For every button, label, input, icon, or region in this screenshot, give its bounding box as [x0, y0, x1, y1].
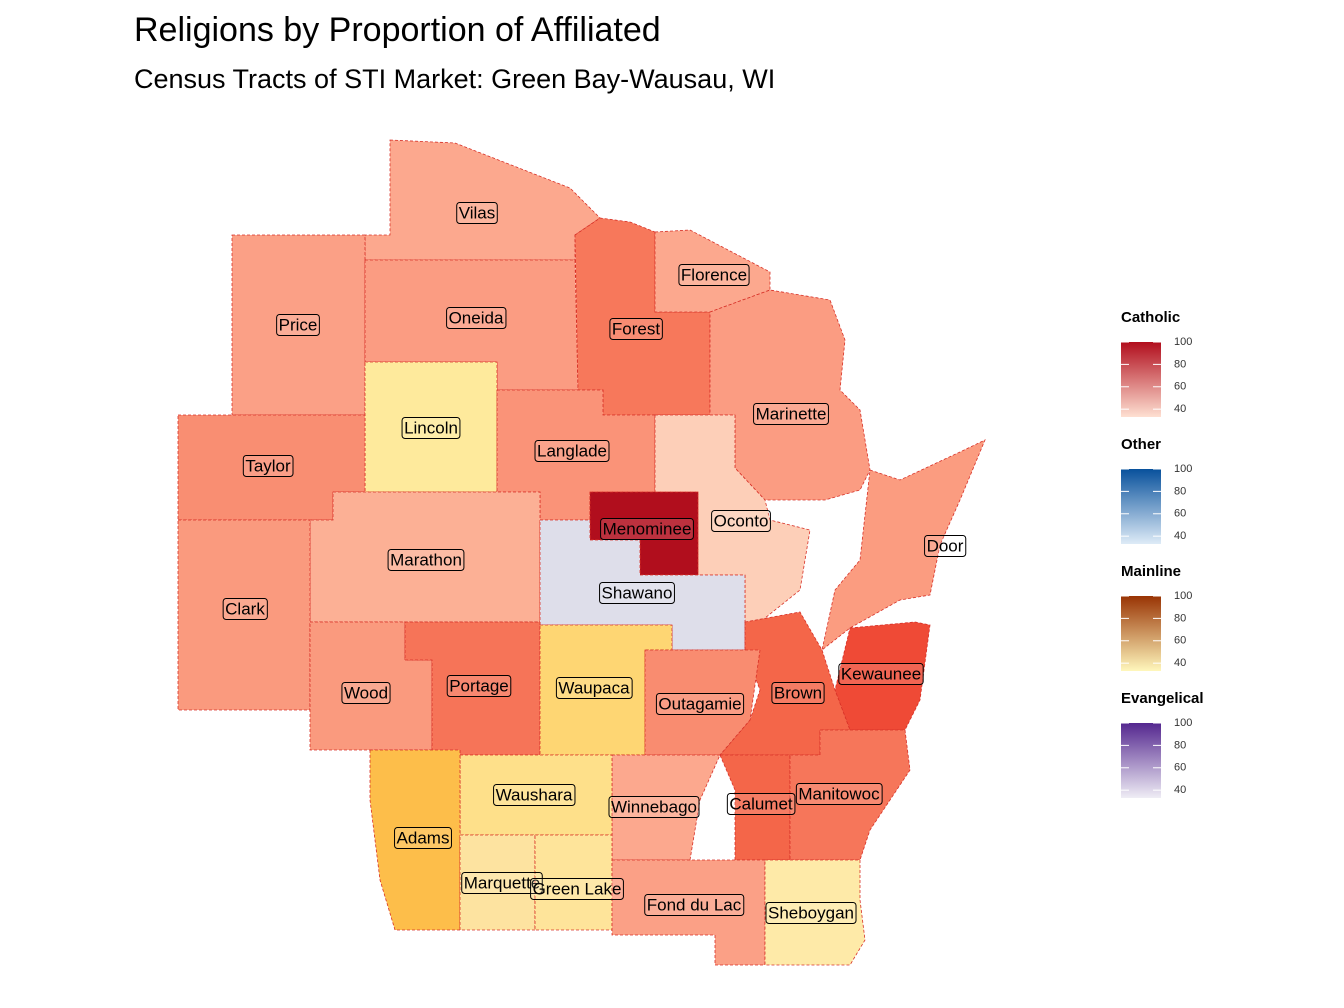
county-label: Waushara [496, 785, 573, 804]
legend-tick-label: 80 [1174, 358, 1186, 370]
legend-tick-label: 40 [1174, 784, 1186, 796]
county-label-box [600, 517, 694, 540]
county-label: Vilas [459, 203, 496, 222]
legend-tick-label: 60 [1174, 762, 1186, 774]
county-label-box [771, 681, 825, 704]
county-label-box [678, 263, 750, 286]
county-label-box [394, 826, 452, 849]
county-label-box [276, 313, 320, 336]
legend-tick-label: 80 [1174, 739, 1186, 751]
legend-tick-label: 100 [1174, 590, 1192, 602]
legend-bar [1121, 469, 1161, 544]
county [369, 749, 461, 931]
county-label: Florence [681, 265, 747, 284]
county-label: Shawano [602, 583, 673, 602]
county-label-box [341, 681, 391, 704]
county [709, 289, 871, 501]
legend-bar [1121, 723, 1161, 798]
county-label: Price [279, 315, 318, 334]
map-title: Religions by Proportion of Affiliated [134, 11, 661, 49]
legend-tick-label: 60 [1174, 635, 1186, 647]
legend-tick-label: 100 [1174, 336, 1192, 348]
county-label-box [222, 597, 268, 620]
legend-tick-label: 40 [1174, 657, 1186, 669]
county-label: Manitowoc [798, 784, 880, 803]
county-label-box [726, 792, 796, 815]
county [364, 139, 601, 261]
legend-tick-label: 100 [1174, 717, 1192, 729]
legend-bar [1121, 596, 1161, 671]
county [611, 754, 721, 861]
legend-title: Evangelical [1121, 690, 1204, 707]
county-label: Green Lake [533, 879, 622, 898]
legend-tick-label: 60 [1174, 508, 1186, 520]
county [644, 649, 761, 756]
county-label: Outagamie [658, 694, 741, 713]
county-label-box [401, 416, 461, 439]
county-label: Kewaunee [841, 664, 921, 683]
county [654, 229, 771, 313]
county-label-box [608, 795, 700, 818]
county-label-box [456, 201, 498, 224]
county-label-box [644, 893, 745, 916]
county-label: Winnebago [611, 797, 697, 816]
county-label: Taylor [245, 456, 291, 475]
county [589, 491, 699, 576]
county-label-box [753, 402, 829, 425]
county-label-box [446, 674, 512, 697]
legend-tick-label: 80 [1174, 485, 1186, 497]
county-label-box [838, 662, 924, 685]
county-label-box [795, 782, 883, 805]
county-label: Lincoln [404, 418, 458, 437]
legend-tick-label: 40 [1174, 403, 1186, 415]
legend-tick-label: 40 [1174, 530, 1186, 542]
county-label: Door [927, 536, 964, 555]
map-subtitle: Census Tracts of STI Market: Green Bay-W… [134, 64, 775, 94]
county-label-box [461, 871, 543, 894]
county-label: Oconto [714, 511, 769, 530]
county [539, 624, 673, 756]
legend-tick-label: 60 [1174, 381, 1186, 393]
county-label: Clark [225, 599, 265, 618]
county-label-box [655, 692, 745, 715]
county-label: Sheboygan [768, 903, 854, 922]
county-label-box [534, 439, 610, 462]
county-label: Adams [397, 828, 450, 847]
county-label-box [609, 317, 663, 340]
county [789, 729, 911, 861]
legend-title: Mainline [1121, 563, 1181, 580]
county-label: Oneida [449, 308, 504, 327]
county-label: Brown [774, 683, 822, 702]
legend-tick-label: 80 [1174, 612, 1186, 624]
legend-title: Other [1121, 436, 1161, 453]
county-label: Wood [344, 683, 388, 702]
county-label-box [765, 901, 857, 924]
county-label-box [242, 454, 294, 477]
county [654, 414, 811, 623]
county-label: Waupaca [558, 678, 630, 697]
county-label-box [599, 581, 675, 604]
county-label-box [711, 509, 771, 532]
county-label-box [924, 534, 967, 557]
county-label: Marathon [390, 550, 462, 569]
county-label: Forest [612, 319, 660, 338]
county-label-box [555, 676, 633, 699]
county-label: Fond du Lac [647, 895, 742, 914]
county-label-box [493, 783, 576, 806]
county-label: Marinette [756, 404, 827, 423]
legend-tick-label: 100 [1174, 463, 1192, 475]
county-label-box [530, 877, 624, 900]
county-label: Menominee [603, 519, 692, 538]
county-label: Langlade [537, 441, 607, 460]
county-label: Calumet [729, 794, 793, 813]
county-label: Marquette [464, 873, 541, 892]
legend-title: Catholic [1121, 309, 1180, 326]
county [764, 859, 866, 966]
legend-bar [1121, 342, 1161, 417]
county-label-box [446, 306, 507, 329]
county [821, 439, 986, 652]
county-label: Portage [449, 676, 509, 695]
county-label-box [387, 548, 465, 571]
